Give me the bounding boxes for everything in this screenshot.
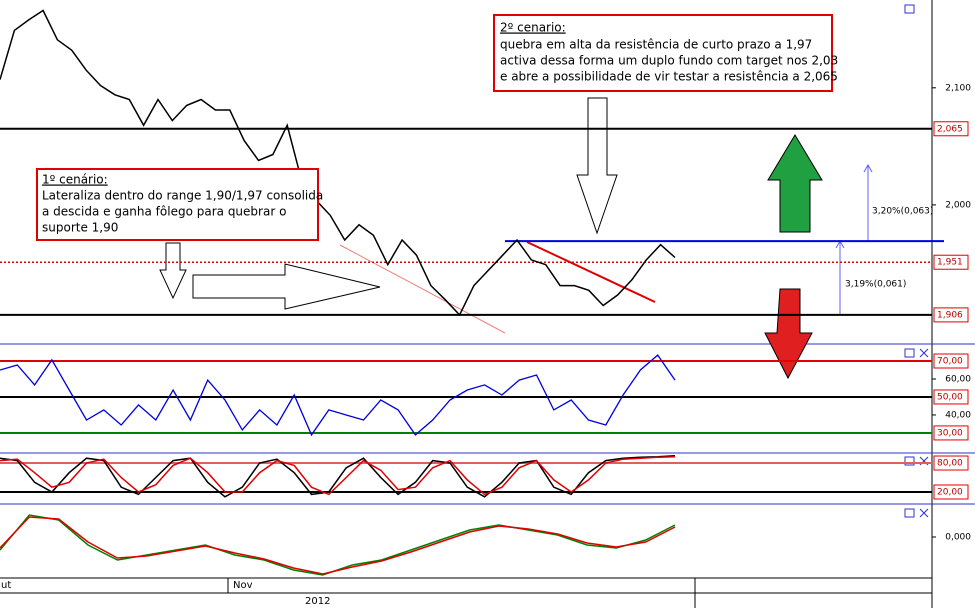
x-label: 2012 bbox=[305, 596, 330, 607]
y-tick-label: 0,000 bbox=[945, 533, 971, 543]
level-box bbox=[933, 455, 969, 471]
data-line bbox=[0, 354, 676, 437]
level-box bbox=[933, 307, 969, 323]
note-box bbox=[493, 14, 833, 92]
trend-line bbox=[339, 244, 506, 334]
hint-arrow bbox=[576, 97, 618, 235]
window-icon[interactable] bbox=[904, 508, 915, 518]
data-line bbox=[0, 455, 676, 496]
note-title: 1º cenário: bbox=[42, 173, 108, 187]
window-icons bbox=[904, 4, 929, 518]
note-line: e abre a possibilidade de vir testar a r… bbox=[500, 70, 838, 84]
hint-arrow bbox=[192, 263, 381, 310]
note-line: Lateraliza dentro do range 1,90/1,97 con… bbox=[42, 189, 323, 203]
y-tick-label: 2,100 bbox=[945, 83, 971, 93]
level-label: 50,00 bbox=[937, 392, 963, 402]
window-icon[interactable] bbox=[904, 4, 915, 14]
level-label: 80,00 bbox=[937, 459, 963, 469]
scenario2-box: 2º cenario: quebra em alta da resistênci… bbox=[493, 14, 838, 92]
data-line bbox=[0, 455, 676, 498]
close-icon[interactable] bbox=[919, 348, 929, 358]
level-box bbox=[933, 254, 969, 270]
level-label: 30,00 bbox=[937, 428, 963, 438]
note-box bbox=[36, 168, 319, 241]
trend-line bbox=[526, 241, 656, 303]
hint-arrow bbox=[159, 242, 187, 300]
scenario1-box: 1º cenário: Lateraliza dentro do range 1… bbox=[36, 168, 323, 241]
level-box bbox=[933, 353, 969, 369]
x-label: ut bbox=[1, 580, 11, 591]
level-box bbox=[933, 425, 969, 441]
level-box bbox=[933, 389, 969, 405]
level-label: 1,951 bbox=[937, 258, 963, 268]
down-arrow bbox=[764, 288, 813, 380]
level-box bbox=[933, 121, 969, 137]
measure-arrow bbox=[863, 163, 873, 173]
close-icon[interactable] bbox=[919, 508, 929, 518]
data-line bbox=[0, 516, 676, 575]
note-line: quebra em alta da resistência de curto p… bbox=[500, 38, 812, 52]
y-tick-label: 40,00 bbox=[945, 410, 971, 420]
data-line bbox=[0, 9, 676, 317]
measure-label: 3,19%(0,061) bbox=[845, 280, 906, 290]
note-title: 2º cenario: bbox=[500, 21, 566, 35]
note-line: suporte 1,90 bbox=[42, 221, 118, 235]
measure-label: 3,20%(0,063) bbox=[872, 207, 933, 217]
y-tick-label: 60,00 bbox=[945, 374, 971, 384]
x-label: Nov bbox=[233, 580, 253, 591]
level-label: 1,906 bbox=[937, 310, 963, 320]
level-box bbox=[933, 484, 969, 500]
level-label: 70,00 bbox=[937, 357, 963, 367]
level-label: 2,065 bbox=[937, 124, 963, 134]
window-icon[interactable] bbox=[904, 456, 915, 466]
level-label: 20,00 bbox=[937, 487, 963, 497]
note-line: activa dessa forma um duplo fundo com ta… bbox=[500, 54, 838, 68]
y-tick-label: 2,000 bbox=[945, 200, 971, 210]
window-icon[interactable] bbox=[904, 348, 915, 358]
up-arrow bbox=[767, 134, 823, 233]
note-line: a descida e ganha fôlego para quebrar o bbox=[42, 205, 286, 219]
